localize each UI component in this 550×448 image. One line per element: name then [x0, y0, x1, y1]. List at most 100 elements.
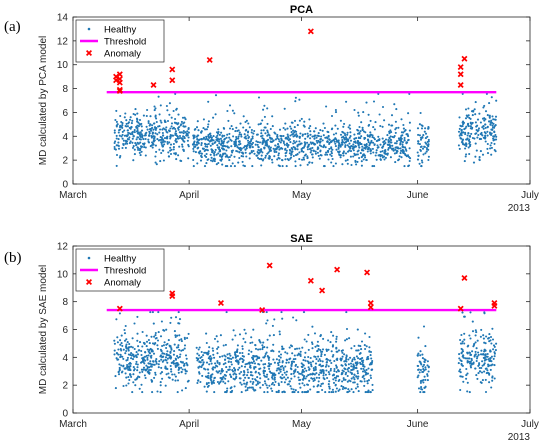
healthy-point	[325, 361, 328, 364]
healthy-point	[150, 129, 153, 132]
healthy-point	[174, 152, 177, 155]
healthy-point	[135, 362, 138, 366]
healthy-point	[271, 115, 274, 118]
healthy-point	[201, 359, 204, 362]
healthy-point	[148, 134, 151, 137]
healthy-point	[264, 375, 267, 378]
healthy-point	[155, 163, 158, 166]
healthy-point	[152, 322, 155, 325]
healthy-point	[134, 354, 138, 357]
healthy-point	[311, 161, 314, 164]
healthy-point	[128, 132, 131, 135]
healthy-point	[296, 144, 299, 147]
healthy-point	[293, 141, 297, 144]
healthy-point	[353, 344, 356, 348]
healthy-point	[168, 113, 171, 116]
healthy-point	[271, 373, 275, 376]
healthy-point	[348, 142, 351, 145]
healthy-point	[253, 152, 256, 155]
healthy-point	[384, 156, 387, 159]
healthy-point	[281, 347, 284, 350]
healthy-point	[205, 390, 208, 393]
healthy-point	[397, 137, 400, 140]
healthy-point	[114, 148, 117, 151]
healthy-point	[424, 132, 428, 135]
healthy-point	[284, 128, 287, 131]
healthy-point	[467, 122, 470, 125]
healthy-point	[166, 350, 169, 353]
healthy-point	[423, 369, 426, 372]
healthy-point	[213, 337, 217, 340]
healthy-point	[265, 384, 268, 387]
healthy-point	[460, 375, 463, 378]
healthy-point	[160, 121, 163, 124]
healthy-point	[353, 358, 356, 361]
healthy-point	[352, 391, 355, 394]
healthy-point	[268, 150, 271, 153]
healthy-point	[379, 124, 382, 128]
healthy-point	[340, 136, 343, 139]
healthy-point	[331, 345, 334, 348]
healthy-point	[460, 342, 464, 345]
healthy-point	[426, 135, 429, 138]
healthy-point	[337, 146, 340, 149]
healthy-point	[490, 128, 493, 131]
healthy-point	[229, 375, 233, 378]
healthy-point	[332, 133, 335, 136]
healthy-point	[229, 165, 233, 168]
healthy-point	[133, 322, 136, 325]
healthy-point	[470, 359, 473, 362]
healthy-point	[300, 117, 303, 120]
healthy-point	[348, 136, 351, 139]
healthy-point	[205, 152, 208, 156]
healthy-point	[136, 353, 139, 356]
healthy-point	[215, 163, 218, 166]
healthy-point	[202, 136, 206, 139]
healthy-point	[289, 344, 293, 347]
healthy-point	[165, 343, 168, 346]
healthy-point	[317, 154, 320, 157]
healthy-point	[358, 125, 361, 129]
y-tick-label: 4	[62, 132, 68, 143]
healthy-point	[128, 126, 131, 129]
healthy-point	[202, 118, 205, 121]
healthy-point	[117, 353, 120, 356]
healthy-point	[481, 379, 484, 382]
healthy-point	[139, 154, 142, 157]
healthy-point	[227, 119, 230, 122]
healthy-point	[231, 162, 234, 165]
healthy-point	[235, 375, 238, 378]
healthy-point	[349, 150, 353, 153]
healthy-point	[488, 340, 491, 343]
healthy-point	[154, 155, 157, 158]
healthy-point	[477, 129, 480, 132]
healthy-point	[344, 363, 347, 366]
healthy-point	[155, 117, 158, 120]
healthy-point	[281, 159, 284, 162]
healthy-point	[290, 364, 293, 367]
healthy-point	[482, 352, 485, 356]
healthy-point	[178, 318, 182, 321]
anomaly-stroke	[457, 81, 464, 88]
healthy-point	[299, 164, 302, 167]
healthy-point	[122, 365, 125, 368]
healthy-point	[131, 146, 135, 149]
healthy-point	[357, 136, 360, 139]
healthy-point	[360, 380, 363, 383]
healthy-point	[303, 384, 306, 387]
healthy-point	[341, 351, 344, 354]
healthy-point	[458, 357, 461, 360]
healthy-point	[215, 131, 219, 134]
healthy-point	[187, 379, 190, 382]
healthy-point	[417, 368, 420, 371]
healthy-point	[197, 138, 200, 142]
healthy-point	[216, 144, 219, 147]
healthy-point	[262, 108, 265, 111]
healthy-point	[301, 373, 304, 377]
healthy-point	[351, 358, 354, 361]
healthy-point	[342, 377, 345, 380]
healthy-point	[207, 139, 210, 142]
healthy-point	[292, 129, 295, 132]
anomaly-stroke	[116, 305, 123, 312]
healthy-point	[474, 101, 477, 104]
